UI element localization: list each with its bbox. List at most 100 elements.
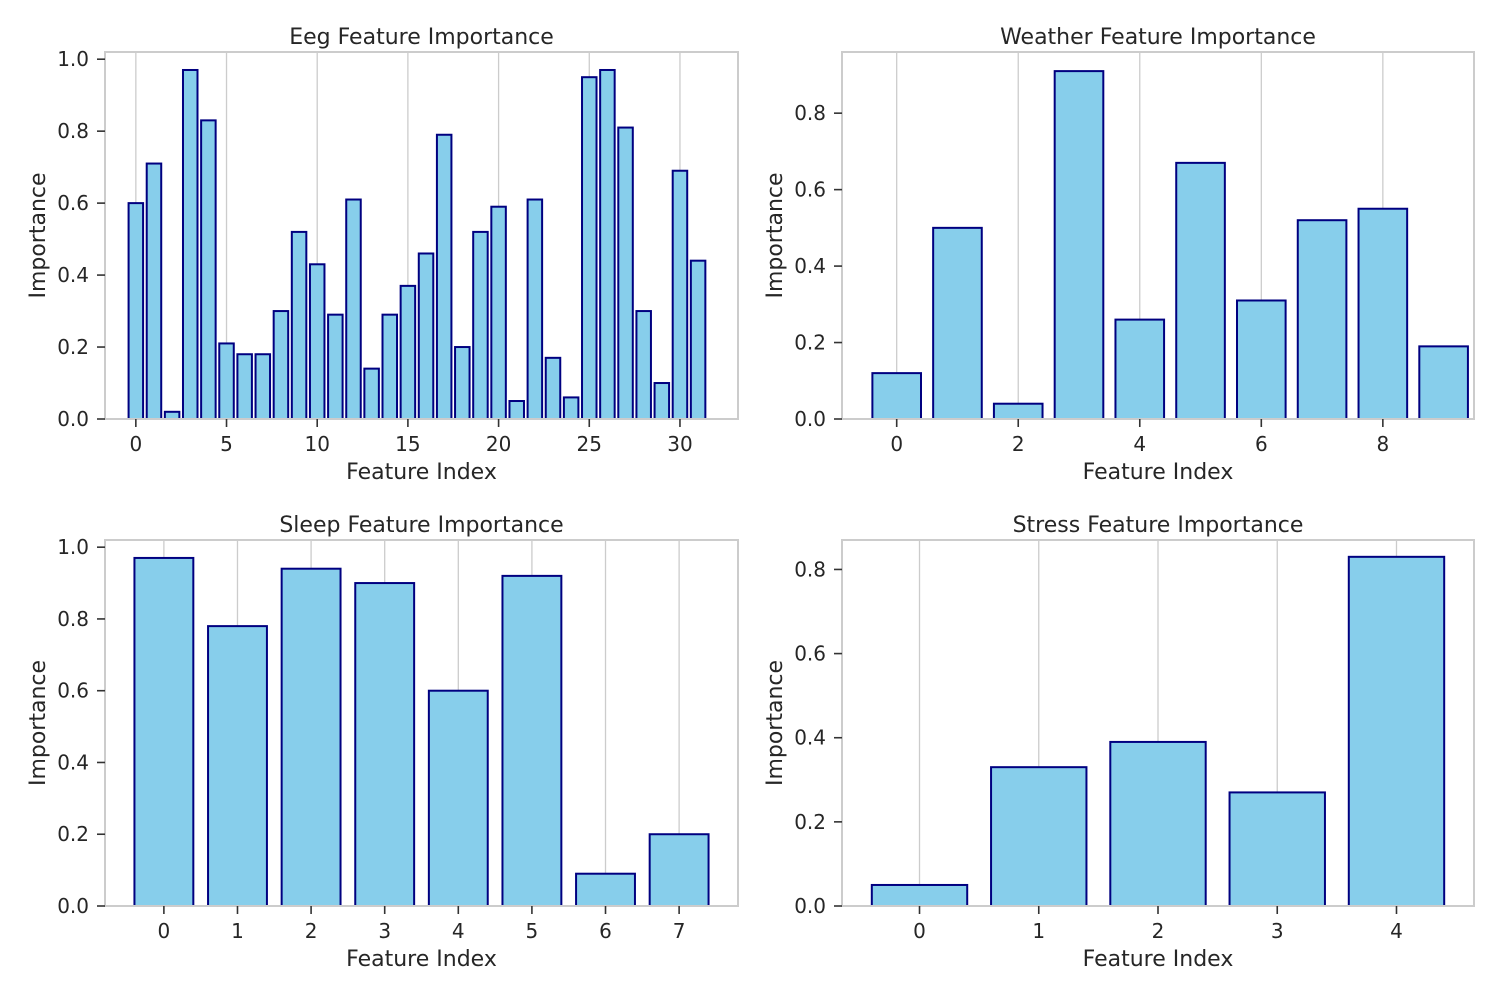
x-tick-label: 4 (1133, 432, 1146, 456)
y-tick-label: 0.4 (794, 254, 826, 278)
bar (1053, 70, 1105, 420)
bar (1236, 299, 1287, 421)
x-tick-label: 5 (526, 919, 539, 943)
chart-title: Stress Feature Importance (1013, 513, 1304, 538)
y-tick-label: 0.0 (794, 894, 826, 918)
bar (207, 625, 268, 908)
bar (599, 68, 616, 420)
bar (653, 382, 671, 421)
y-tick-label: 0.8 (57, 607, 89, 631)
bar (689, 259, 707, 420)
bar (501, 574, 563, 907)
y-tick-label: 0.0 (57, 894, 89, 918)
bar (363, 367, 380, 420)
bar (1347, 555, 1446, 907)
y-tick-label: 0.2 (57, 822, 89, 846)
bar (399, 284, 417, 421)
bar (272, 310, 290, 421)
bar (871, 372, 923, 420)
y-tick-label: 0.4 (794, 726, 826, 750)
x-tick-label: 1 (1032, 919, 1045, 943)
bar (544, 356, 562, 421)
bar (163, 410, 181, 421)
x-axis-label: Feature Index (346, 947, 497, 972)
bar (870, 883, 969, 907)
plot-frame (104, 539, 739, 907)
bar (472, 230, 489, 420)
chart-title: Weather Feature Importance (1000, 25, 1316, 50)
y-tick-label: 0.0 (57, 407, 89, 431)
x-tick-label: 2 (1152, 919, 1165, 943)
bar (526, 198, 544, 420)
x-tick-label: 8 (1376, 432, 1389, 456)
y-tick-label: 0.0 (794, 407, 826, 431)
bar (1109, 740, 1207, 907)
bar (992, 402, 1044, 421)
x-tick-label: 6 (599, 919, 612, 943)
x-tick-label: 0 (158, 919, 171, 943)
y-axis-label: Importance (26, 172, 51, 298)
y-axis-label: Importance (26, 660, 51, 786)
y-axis-label: Importance (763, 172, 788, 298)
y-tick-label: 0.6 (57, 191, 89, 215)
y-tick-label: 1.0 (57, 535, 89, 559)
x-tick-label: 30 (667, 432, 692, 456)
bar (381, 313, 399, 420)
plot-frame (841, 51, 1475, 420)
bar (327, 313, 344, 420)
bar (181, 68, 199, 420)
x-tick-label: 7 (673, 919, 686, 943)
y-tick-label: 0.8 (57, 119, 89, 143)
x-tick-label: 20 (486, 432, 511, 456)
y-tick-label: 0.8 (794, 557, 826, 581)
y-tick-label: 0.2 (794, 810, 826, 834)
chart-title: Eeg Feature Importance (289, 25, 554, 50)
bar (133, 556, 195, 907)
bar (635, 310, 652, 421)
bar (671, 169, 689, 420)
bar (254, 353, 272, 420)
bar (932, 226, 983, 420)
bar (490, 205, 507, 420)
y-axis-label: Importance (763, 660, 788, 786)
bar (575, 872, 636, 907)
y-tick-label: 0.2 (794, 331, 826, 355)
bar (427, 689, 489, 907)
bar (435, 133, 453, 420)
bar (200, 119, 217, 421)
y-tick-label: 0.6 (794, 178, 826, 202)
x-axis-label: Feature Index (1083, 947, 1234, 972)
bar (417, 252, 435, 420)
bar (308, 263, 326, 420)
bar (145, 162, 163, 420)
chart-title: Sleep Feature Importance (279, 513, 563, 538)
y-tick-label: 1.0 (57, 47, 89, 71)
x-tick-label: 5 (220, 432, 233, 456)
bar (1418, 345, 1469, 421)
x-tick-label: 25 (577, 432, 602, 456)
x-axis-label: Feature Index (1083, 460, 1234, 485)
bar (1175, 161, 1226, 420)
x-tick-label: 3 (1271, 919, 1284, 943)
x-tick-label: 4 (452, 919, 465, 943)
x-tick-label: 3 (378, 919, 391, 943)
chart-panel-4: 0 1 2 3 4 0.0 0.2 0.4 0.6 0.8 Stress Feature Impor… (763, 513, 1475, 972)
bar (1296, 219, 1348, 420)
bar (236, 353, 253, 420)
chart-panel-1: 0 5 10 15 20 25 30 0.0 0.2 0.4 0.6 0.8 1.0 Eeg Featur… (26, 25, 739, 485)
chart-panel-2: 0 2 4 6 8 0.0 0.2 0.4 0.6 0.8 Weather Feature Impo… (763, 25, 1475, 485)
y-tick-label: 0.6 (57, 679, 89, 703)
x-tick-label: 15 (395, 432, 420, 456)
y-tick-label: 0.4 (57, 263, 89, 287)
x-tick-label: 0 (913, 919, 926, 943)
bar (508, 400, 525, 420)
x-tick-label: 1 (231, 919, 244, 943)
plot-frame (104, 51, 739, 420)
bar (1357, 207, 1409, 420)
x-tick-label: 2 (1012, 432, 1025, 456)
bar (581, 76, 598, 420)
x-tick-label: 2 (305, 919, 318, 943)
y-tick-label: 0.6 (794, 642, 826, 666)
x-tick-label: 0 (129, 432, 142, 456)
x-tick-label: 10 (304, 432, 329, 456)
